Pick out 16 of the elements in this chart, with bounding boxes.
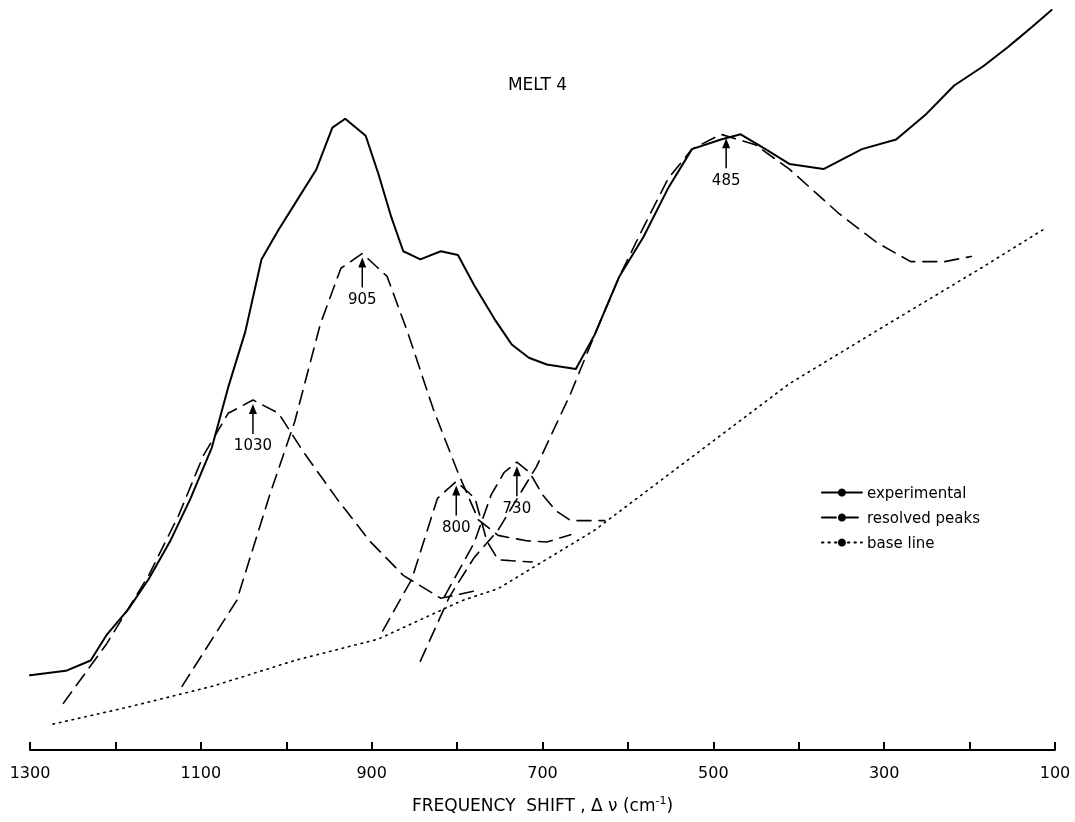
annotation: 485 xyxy=(711,170,741,189)
annotation: 730 xyxy=(502,498,532,517)
legend-label: resolved peaks xyxy=(866,508,981,527)
legend-label: base line xyxy=(866,533,935,552)
x-tick-label: 700 xyxy=(527,762,558,782)
annotation: 800 xyxy=(441,517,471,536)
x-tick-label: 1100 xyxy=(180,762,222,782)
x-tick-label: 100 xyxy=(1039,762,1071,782)
legend-label: experimental xyxy=(866,483,967,502)
x-tick-label: 300 xyxy=(868,762,900,782)
text: MELT 4 xyxy=(507,73,568,94)
annotation: 1030 xyxy=(233,436,273,455)
annotation: 905 xyxy=(347,289,377,308)
x-tick-label: 900 xyxy=(356,762,387,782)
x-tick-label: 1300 xyxy=(9,762,51,782)
x-tick-label: 500 xyxy=(698,762,729,782)
